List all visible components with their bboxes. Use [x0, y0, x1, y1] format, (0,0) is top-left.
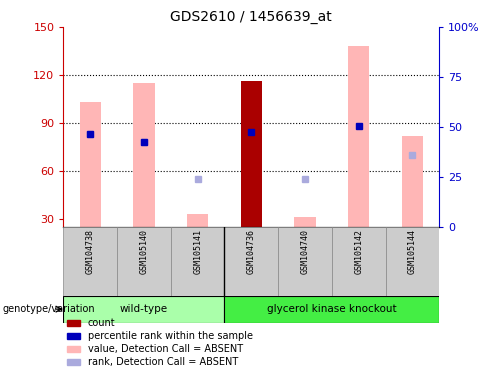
- Bar: [402, 136, 423, 227]
- Bar: [117, 227, 171, 296]
- Text: GSM105144: GSM105144: [408, 228, 417, 274]
- Title: GDS2610 / 1456639_at: GDS2610 / 1456639_at: [170, 10, 332, 25]
- Bar: [67, 320, 81, 326]
- Bar: [386, 227, 439, 296]
- Bar: [348, 46, 369, 227]
- Bar: [63, 227, 117, 296]
- Bar: [332, 227, 386, 296]
- Bar: [241, 81, 262, 227]
- Bar: [80, 102, 101, 227]
- Text: value, Detection Call = ABSENT: value, Detection Call = ABSENT: [88, 344, 243, 354]
- Text: percentile rank within the sample: percentile rank within the sample: [88, 331, 253, 341]
- Text: glycerol kinase knockout: glycerol kinase knockout: [267, 304, 397, 314]
- Bar: [278, 227, 332, 296]
- Text: GSM105140: GSM105140: [140, 228, 148, 274]
- Bar: [67, 359, 81, 365]
- Bar: [67, 346, 81, 352]
- Bar: [67, 333, 81, 339]
- Text: genotype/variation: genotype/variation: [2, 304, 95, 314]
- Bar: [187, 214, 208, 227]
- Bar: [133, 83, 155, 227]
- Bar: [63, 296, 224, 323]
- Text: rank, Detection Call = ABSENT: rank, Detection Call = ABSENT: [88, 357, 238, 367]
- Text: count: count: [88, 318, 116, 328]
- Text: GSM105141: GSM105141: [193, 228, 202, 274]
- Text: GSM105142: GSM105142: [354, 228, 363, 274]
- Text: GSM104736: GSM104736: [247, 228, 256, 274]
- Bar: [294, 217, 316, 227]
- Bar: [224, 296, 439, 323]
- Bar: [224, 227, 278, 296]
- Text: GSM104738: GSM104738: [86, 228, 95, 274]
- Text: wild-type: wild-type: [120, 304, 168, 314]
- Bar: [171, 227, 224, 296]
- Text: GSM104740: GSM104740: [301, 228, 309, 274]
